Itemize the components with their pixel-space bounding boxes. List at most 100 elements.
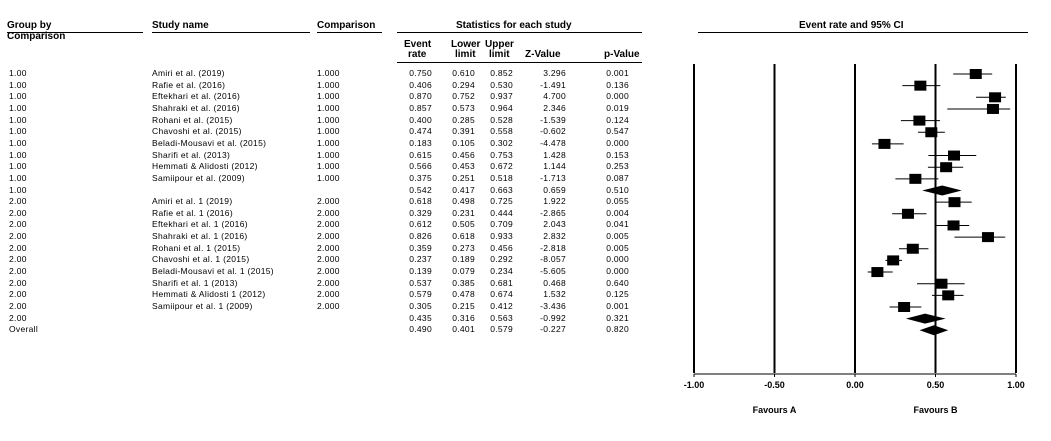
cell-upper: 0.725	[490, 196, 513, 207]
cell-lower: 0.251	[452, 172, 475, 183]
cell-comparison: 2.000	[317, 219, 340, 230]
point-estimate	[878, 138, 891, 149]
favours-b-label: Favours B	[913, 405, 958, 415]
cell-study: Rafie et al. (2016)	[152, 79, 226, 90]
cell-z: -5.605	[540, 266, 566, 277]
cell-rate: 0.826	[409, 231, 432, 242]
cell-lower: 0.610	[452, 68, 475, 78]
cell-comparison: 1.000	[317, 126, 340, 137]
header-upper-2: limit	[489, 49, 510, 60]
cell-z: 1.922	[543, 196, 566, 207]
cell-lower: 0.231	[452, 207, 475, 218]
cell-group: 1.00	[9, 161, 27, 172]
cell-study: Amiri et al. 1 (2019)	[152, 196, 233, 207]
cell-lower: 0.453	[452, 161, 475, 172]
point-estimate	[948, 197, 961, 208]
cell-comparison: 2.000	[317, 196, 340, 207]
cell-z: -1.539	[540, 114, 566, 125]
cell-upper: 0.518	[490, 172, 513, 183]
cell-p: 0.004	[606, 207, 629, 218]
cell-p: 0.124	[606, 114, 629, 125]
cell-p: 0.000	[606, 254, 629, 265]
cell-rate: 0.750	[409, 68, 432, 78]
cell-group: Overall	[9, 324, 39, 335]
cell-group: 1.00	[9, 79, 27, 90]
cell-comparison: 1.000	[317, 79, 340, 90]
header-comparison-left: Comparison	[7, 31, 66, 42]
cell-group: 2.00	[9, 207, 27, 218]
header-study-name: Study name	[152, 20, 209, 31]
cell-z: -4.478	[540, 137, 566, 148]
point-estimate	[871, 267, 884, 278]
cell-lower: 0.498	[452, 196, 475, 207]
cell-upper: 0.528	[490, 114, 513, 125]
cell-rate: 0.870	[409, 91, 432, 102]
cell-p: 0.055	[606, 196, 629, 207]
cell-study: Samiipour et al. 1 (2009)	[152, 301, 253, 311]
cell-z: 2.832	[543, 231, 566, 242]
underline-group-by	[7, 32, 143, 33]
header-plot-title: Event rate and 95% CI	[799, 20, 904, 31]
cell-comparison: 2.000	[317, 266, 340, 277]
point-estimate	[906, 243, 919, 254]
cell-lower: 0.273	[452, 242, 475, 253]
cell-z: 0.659	[543, 184, 566, 195]
cell-upper: 0.292	[490, 254, 513, 265]
cell-upper: 0.579	[490, 324, 513, 335]
cell-p: 0.253	[606, 161, 629, 172]
cell-comparison: 1.000	[317, 137, 340, 148]
cell-p: 0.321	[606, 312, 629, 323]
cell-group: 1.00	[9, 91, 27, 102]
cell-study: Eftekhari et al. (2016)	[152, 91, 241, 102]
cell-p: 0.510	[606, 184, 629, 195]
point-estimate	[913, 115, 926, 126]
point-estimate	[947, 220, 960, 231]
cell-lower: 0.215	[452, 301, 475, 311]
cell-group: 2.00	[9, 231, 27, 242]
summary-diamond	[905, 313, 946, 324]
cell-study: Sharifi et al. 1 (2013)	[152, 277, 238, 288]
underline-plot-title	[698, 32, 1028, 33]
cell-group: 2.00	[9, 196, 27, 207]
point-estimate	[989, 92, 1002, 103]
cell-study: Rafie et al. 1 (2016)	[152, 207, 233, 218]
cell-p: 0.000	[606, 91, 629, 102]
cell-rate: 0.375	[409, 172, 432, 183]
cell-z: -0.227	[540, 324, 566, 335]
cell-rate: 0.329	[409, 207, 432, 218]
header-lower-1: Lower	[451, 39, 481, 50]
cell-group: 2.00	[9, 301, 27, 311]
cell-z: 3.296	[543, 68, 566, 78]
cell-study: Rohani et al. 1 (2015)	[152, 242, 241, 253]
cell-study: Rohani et al. (2015)	[152, 114, 233, 125]
cell-p: 0.000	[606, 266, 629, 277]
point-estimate	[986, 103, 999, 114]
x-tick-label: 0.00	[846, 380, 864, 390]
cell-upper: 0.558	[490, 126, 513, 137]
cell-group: 1.00	[9, 184, 27, 195]
cell-rate: 0.542	[409, 184, 432, 195]
cell-group: 1.00	[9, 149, 27, 160]
cell-comparison: 2.000	[317, 301, 340, 311]
header-event-rate-2: rate	[408, 49, 427, 60]
header-stats-title: Statistics for each study	[456, 20, 572, 31]
cell-upper: 0.674	[490, 289, 513, 300]
cell-upper: 0.753	[490, 149, 513, 160]
cell-study: Eftekhari et al. 1 (2016)	[152, 219, 248, 230]
cell-study: Hemmati & Alidosti 1 (2012)	[152, 289, 266, 300]
cell-p: 0.640	[606, 277, 629, 288]
cell-group: 1.00	[9, 114, 27, 125]
cell-lower: 0.385	[452, 277, 475, 288]
cell-p: 0.001	[606, 68, 629, 78]
cell-z: 2.043	[543, 219, 566, 230]
cell-group: 2.00	[9, 312, 27, 323]
header-upper-1: Upper	[485, 39, 514, 50]
point-estimate	[940, 162, 953, 173]
x-tick-label: -0.50	[764, 380, 785, 390]
cell-p: 0.125	[606, 289, 629, 300]
cell-p: 0.547	[606, 126, 629, 137]
cell-lower: 0.618	[452, 231, 475, 242]
cell-rate: 0.566	[409, 161, 432, 172]
cell-upper: 0.663	[490, 184, 513, 195]
cell-lower: 0.478	[452, 289, 475, 300]
